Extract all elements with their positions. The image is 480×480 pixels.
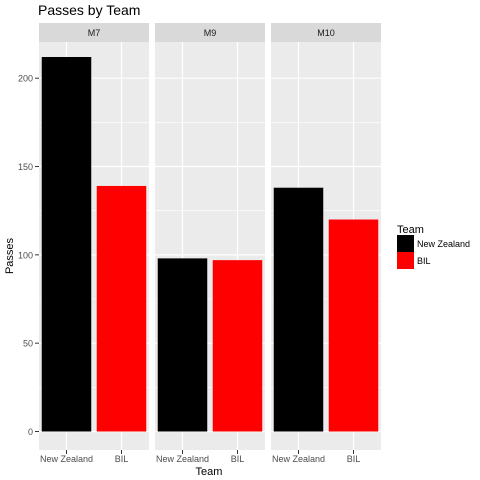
y-axis: 0 50 100 150 200	[18, 74, 39, 437]
chart-title: Passes by Team	[38, 2, 140, 18]
legend-title: Team	[397, 224, 424, 236]
facet-strip	[155, 23, 265, 42]
facet-strip-label: M10	[317, 28, 335, 38]
x-tick-label: New Zealand	[272, 454, 325, 464]
x-tick-label: New Zealand	[156, 454, 209, 464]
bar-m7-bil	[96, 185, 147, 432]
x-tick-label: BIL	[347, 454, 361, 464]
legend-swatch	[397, 252, 414, 269]
legend-label: New Zealand	[417, 239, 470, 249]
y-tick-label: 200	[18, 74, 33, 84]
facet-strip	[271, 23, 381, 42]
bar-m10-new-zealand	[273, 187, 324, 432]
bar-m9-bil	[212, 260, 263, 432]
y-tick-label: 150	[18, 162, 33, 172]
facet-strip-label: M7	[88, 28, 101, 38]
x-tick-label: New Zealand	[40, 454, 93, 464]
y-tick-label: 100	[18, 250, 33, 260]
y-tick-label: 50	[23, 339, 33, 349]
bar-m9-new-zealand	[157, 258, 208, 432]
facet-m7: M7 New Zealand BIL	[39, 23, 149, 464]
facet-strip	[39, 23, 149, 42]
facet-strip-label: M9	[204, 28, 217, 38]
facet-m10: M10 New Zealand BIL	[271, 23, 381, 464]
x-tick-label: BIL	[115, 454, 129, 464]
bar-m7-new-zealand	[41, 57, 92, 432]
legend: Team New Zealand BIL	[397, 224, 470, 269]
facet-panels: M7 New Zealand BIL M9 New Zealand BIL M10 New Z…	[39, 23, 381, 464]
facet-m9: M9 New Zealand BIL	[155, 23, 265, 464]
y-tick-label: 0	[28, 427, 33, 437]
bar-m10-bil	[328, 219, 379, 432]
x-axis-label: Team	[196, 466, 223, 478]
legend-swatch	[397, 235, 414, 252]
y-axis-label: Passes	[4, 237, 16, 274]
x-tick-label: BIL	[231, 454, 245, 464]
legend-label: BIL	[417, 256, 431, 266]
